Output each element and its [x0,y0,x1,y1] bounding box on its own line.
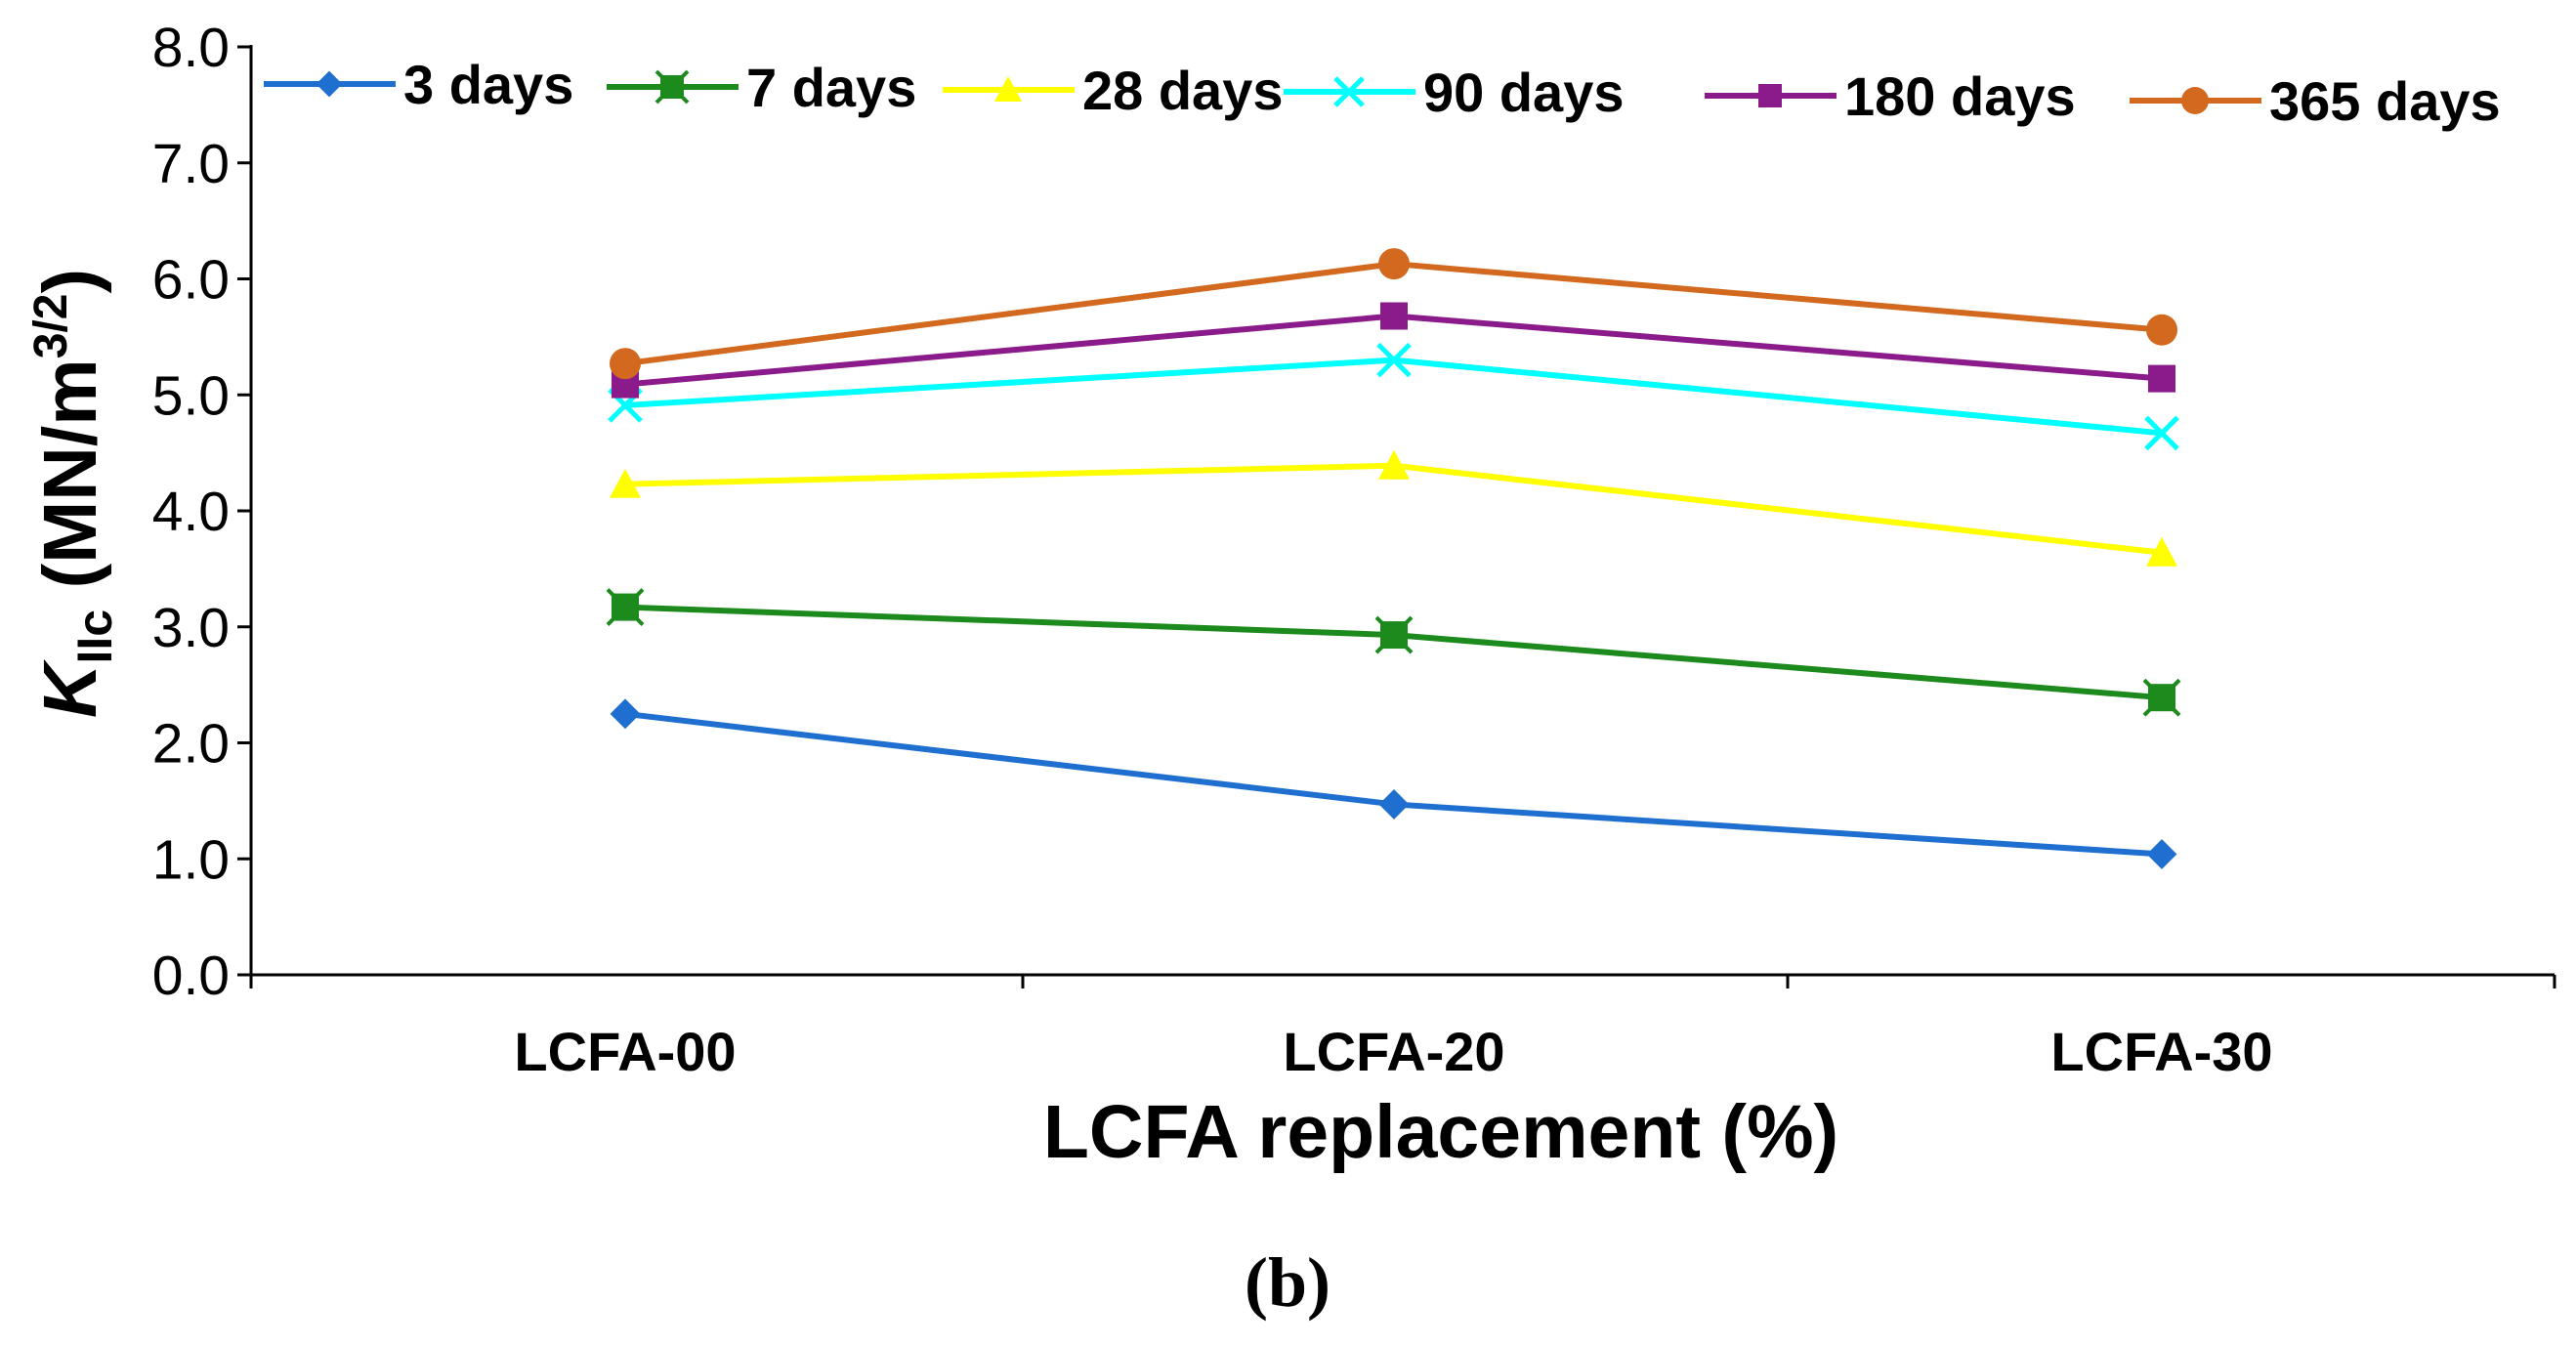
series-28-days [610,449,2177,567]
data-point [2144,415,2179,451]
data-point [2148,364,2175,393]
legend-item: 365 days [2130,70,2501,132]
y-tick-label: 3.0 [152,597,230,659]
y-tick-label: 7.0 [152,133,230,195]
circle-marker [610,348,641,380]
square-marker [1758,84,1782,107]
data-point [2146,839,2177,869]
legend-label: 7 days [746,57,916,118]
legend-item: 3 days [264,54,573,115]
triangle-marker [994,76,1022,102]
diamond-marker [316,70,343,98]
series-90-days [608,342,2179,451]
y-tick-label: 2.0 [152,713,230,776]
legend-label: 90 days [1423,62,1625,123]
x-ticks: LCFA-00 LCFA-20 LCFA-30 [249,975,2556,1082]
y-axis-title-subscript: IIc [67,610,122,664]
series-line [624,604,2163,701]
y-axis-title-symbol: K [28,658,112,718]
x-tick-label: LCFA-30 [2050,1021,2272,1082]
y-tick-label: 8.0 [152,17,230,79]
legend-item: 28 days [943,60,1284,121]
series-line [624,710,2163,858]
y-tick-label: 0.0 [152,945,230,1007]
y-tick-label: 1.0 [152,828,230,891]
cross-marker [606,588,645,626]
legend: 3 days 7 days 28 days 90 days 180 days 365 da… [264,54,2501,132]
data-point [610,468,641,498]
diamond-marker [1378,789,1410,820]
data-point [2146,314,2177,346]
data-point [1378,248,1410,280]
data-point [1380,302,1408,330]
data-point [1376,342,1412,378]
triangle-marker [1378,449,1410,480]
x-axis-title: LCFA replacement (%) [1043,1090,1838,1174]
square-marker [1380,302,1408,330]
diamond-marker [610,698,641,730]
square-marker [2148,364,2175,393]
series-365-days [610,248,2177,380]
data-point [2142,678,2181,717]
x-marker [1376,342,1412,378]
y-tick-label: 6.0 [152,249,230,312]
data-point [1374,615,1414,654]
y-tick-label: 5.0 [152,364,230,427]
data-point [1378,449,1410,480]
legend-item: 90 days [1284,62,1625,123]
diamond-marker [2146,839,2177,869]
series-180-days [612,302,2175,399]
y-axis-title-superscript: 3/2 [25,294,77,359]
y-ticks: 0.0 1.0 2.0 3.0 4.0 5.0 6.0 7.0 8.0 [152,17,251,1007]
circle-marker [1378,248,1410,280]
y-tick-label: 4.0 [152,481,230,543]
triangle-marker [2146,536,2177,567]
x-tick-label: LCFA-00 [514,1021,736,1082]
circle-marker [2146,314,2177,346]
triangle-marker [610,468,641,498]
panel-label: (b) [1245,1243,1330,1322]
cross-marker [655,69,690,105]
y-axis-title-close: ) [28,269,112,294]
series-line [624,357,2163,437]
axes [249,45,2555,977]
y-axis-title: KIIc (MN/m3/2) [25,269,122,718]
series-3-days [610,698,2177,869]
cross-marker [2142,678,2181,717]
legend-label: 180 days [1844,65,2076,127]
legend-label: 3 days [403,54,573,115]
legend-item: 7 days [607,57,916,118]
x-marker [1333,76,1365,107]
series-7-days [606,588,2181,717]
data-point [610,698,641,730]
y-axis-title-units: (MN/m [28,358,112,610]
legend-item: 180 days [1705,65,2076,127]
x-marker [2144,415,2179,451]
legend-label: 28 days [1082,60,1284,121]
data-point [610,348,641,380]
cross-marker [1374,615,1414,654]
series-group [606,248,2181,869]
data-point [1378,789,1410,820]
data-point [2146,536,2177,567]
x-tick-label: LCFA-20 [1283,1021,1504,1082]
data-point [606,588,645,626]
circle-marker [2181,87,2209,114]
legend-label: 365 days [2269,70,2501,132]
